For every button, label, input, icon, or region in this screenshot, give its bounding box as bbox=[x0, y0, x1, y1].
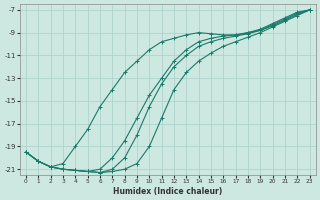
X-axis label: Humidex (Indice chaleur): Humidex (Indice chaleur) bbox=[113, 187, 222, 196]
